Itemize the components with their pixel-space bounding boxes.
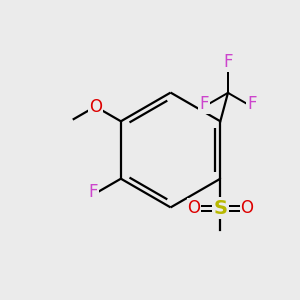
Text: O: O <box>240 199 253 217</box>
Text: S: S <box>213 199 227 218</box>
Text: F: F <box>199 95 209 113</box>
Text: O: O <box>187 199 200 217</box>
Text: O: O <box>89 98 102 116</box>
Text: F: F <box>247 95 256 113</box>
Text: F: F <box>223 53 233 71</box>
Text: F: F <box>88 183 98 201</box>
